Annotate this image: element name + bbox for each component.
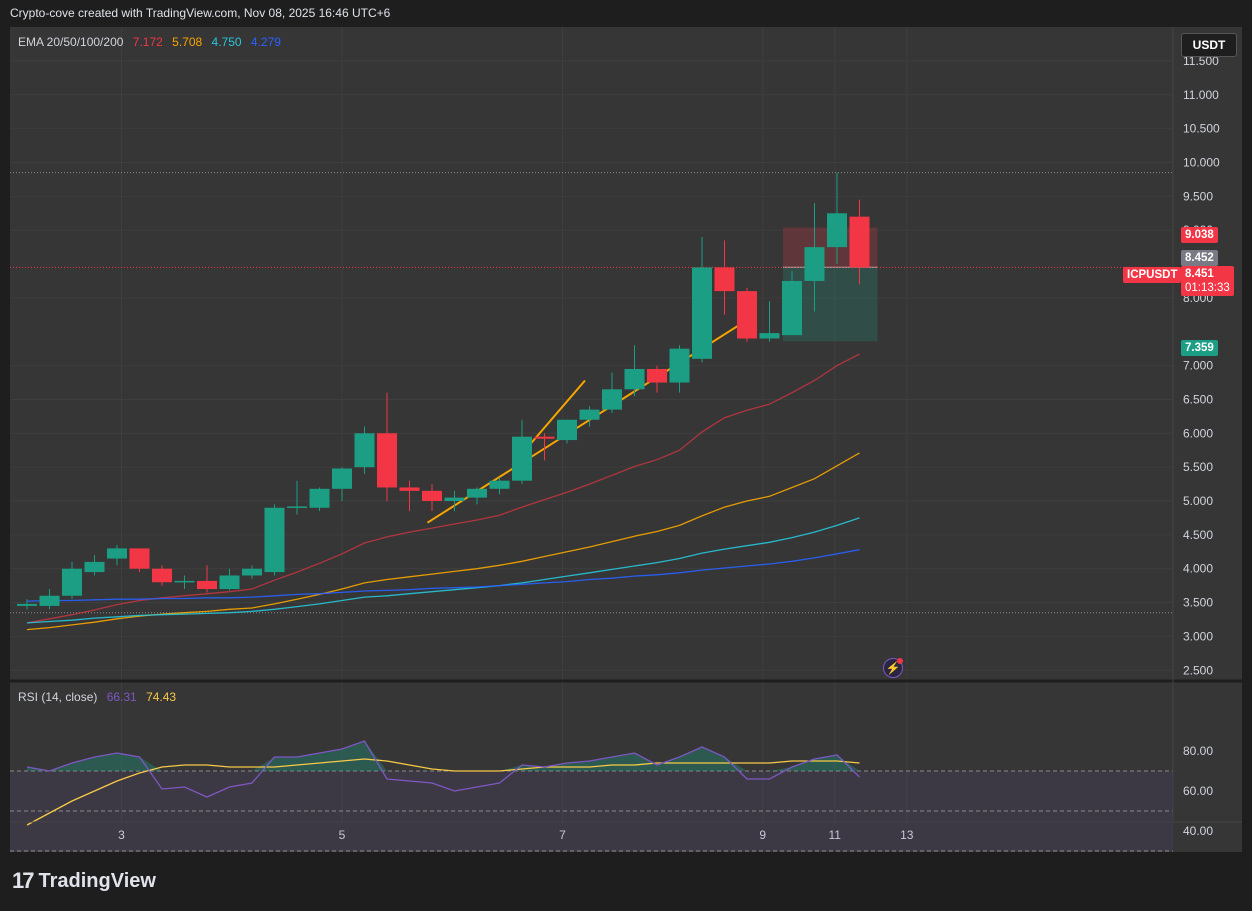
ema-legend-label: EMA 20/50/100/200	[18, 35, 124, 49]
candle-body	[804, 247, 825, 281]
candle-body	[692, 267, 712, 359]
candle-body	[422, 490, 442, 501]
ema20-value: 7.172	[132, 35, 163, 49]
candle-body	[17, 603, 37, 606]
candle-body	[669, 348, 690, 383]
candle-body	[444, 497, 465, 501]
stop-price-tag: 7.359	[1181, 340, 1218, 356]
candle-body	[849, 216, 870, 268]
candle-body	[399, 487, 420, 491]
price-tick-label: 4.000	[1183, 562, 1213, 576]
candle-body	[309, 488, 330, 508]
price-tick-label: 3.500	[1183, 596, 1213, 610]
candle-body	[377, 433, 397, 488]
price-tick-label: 5.000	[1183, 494, 1213, 508]
candle-body	[332, 468, 352, 489]
candle-body	[62, 568, 82, 596]
price-tick-label: 7.000	[1183, 359, 1213, 373]
candle-body	[174, 580, 195, 583]
currency-button[interactable]: USDT	[1181, 33, 1237, 57]
price-tick-label: 5.500	[1183, 460, 1213, 474]
rsi-tick-label: 40.00	[1183, 824, 1213, 838]
candle-body	[827, 213, 847, 248]
chart-svg[interactable]: 11.50011.00010.50010.0009.5009.0008.0007…	[10, 27, 1242, 852]
time-tick-label: 3	[118, 828, 125, 842]
time-tick-label: 13	[900, 828, 914, 842]
time-tick-label: 5	[339, 828, 346, 842]
candle-body	[287, 506, 307, 508]
candle-body	[197, 580, 217, 590]
last-price-tag: 8.452	[1181, 250, 1218, 266]
price-tick-label: 6.000	[1183, 426, 1213, 440]
rsi-line	[26, 740, 860, 798]
candle-body	[737, 291, 757, 339]
candle-body	[624, 368, 645, 390]
candle-body	[84, 561, 105, 573]
price-tick-label: 11.500	[1183, 54, 1219, 68]
price-tick-label: 3.000	[1183, 629, 1213, 643]
current-price-value: 8.451	[1185, 268, 1214, 280]
current-price-tag: 8.451 01:13:33	[1181, 266, 1234, 296]
candle-body	[579, 409, 600, 420]
time-tick-label: 7	[559, 828, 566, 842]
time-tick-label: 11	[829, 828, 842, 842]
candle-body	[264, 507, 285, 573]
candle-body	[354, 433, 375, 468]
ema-line-1	[26, 353, 860, 624]
chart-area[interactable]: 11.50011.00010.50010.0009.5009.0008.0007…	[10, 27, 1242, 852]
rsi-ma-value: 74.43	[146, 690, 177, 704]
price-tick-label: 10.500	[1183, 122, 1220, 136]
candle-body	[219, 575, 240, 590]
time-tick-label: 9	[759, 828, 766, 842]
candle-body	[557, 419, 577, 441]
ema200-value: 4.279	[250, 35, 281, 49]
candle-body	[152, 568, 172, 583]
tradingview-brand: 17 TradingView	[12, 868, 156, 893]
price-tick-label: 10.000	[1183, 156, 1220, 170]
brand-name: TradingView	[38, 869, 156, 892]
candle-body	[39, 595, 60, 606]
rsi-legend: RSI (14, close) 66.31 74.43	[18, 690, 182, 704]
candle-body	[129, 548, 150, 569]
price-tick-label: 4.500	[1183, 528, 1213, 542]
price-tick-label: 6.500	[1183, 392, 1213, 406]
lightning-icon[interactable]: ⚡	[883, 658, 903, 678]
ema50-value: 5.708	[172, 35, 203, 49]
chart-header: Crypto-cove created with TradingView.com…	[10, 6, 391, 20]
candle-body	[782, 280, 802, 336]
candle-body	[242, 568, 262, 576]
price-tick-label: 11.000	[1183, 88, 1219, 102]
countdown-timer: 01:13:33	[1185, 282, 1230, 294]
rsi-tick-label: 60.00	[1183, 784, 1213, 798]
ema-line-3	[26, 517, 860, 624]
candle-body	[467, 488, 487, 498]
ema-legend: EMA 20/50/100/200 7.172 5.708 4.750 4.27…	[18, 35, 287, 49]
tradingview-logo-icon: 17	[12, 868, 35, 893]
target-price-tag: 9.038	[1181, 227, 1218, 243]
rsi-ma-line	[26, 758, 860, 826]
candle-body	[534, 436, 555, 439]
candle-body	[714, 267, 735, 292]
rsi-value: 66.31	[106, 690, 137, 704]
rsi-tick-label: 80.00	[1183, 744, 1213, 758]
price-tick-label: 2.500	[1183, 663, 1213, 677]
candle-body	[107, 548, 127, 559]
price-tick-label: 9.500	[1183, 189, 1213, 203]
ema-line-2	[26, 452, 860, 631]
candle-body	[512, 436, 532, 481]
candle-body	[489, 480, 510, 489]
symbol-tag: ICPUSDT	[1123, 267, 1182, 283]
candle-body	[759, 333, 780, 339]
alert-dot-icon	[897, 658, 903, 664]
rsi-legend-label: RSI (14, close)	[18, 690, 98, 704]
ema100-value: 4.750	[211, 35, 242, 49]
candle-body	[647, 368, 667, 383]
candle-body	[602, 389, 622, 410]
ema-line-4	[26, 549, 860, 602]
